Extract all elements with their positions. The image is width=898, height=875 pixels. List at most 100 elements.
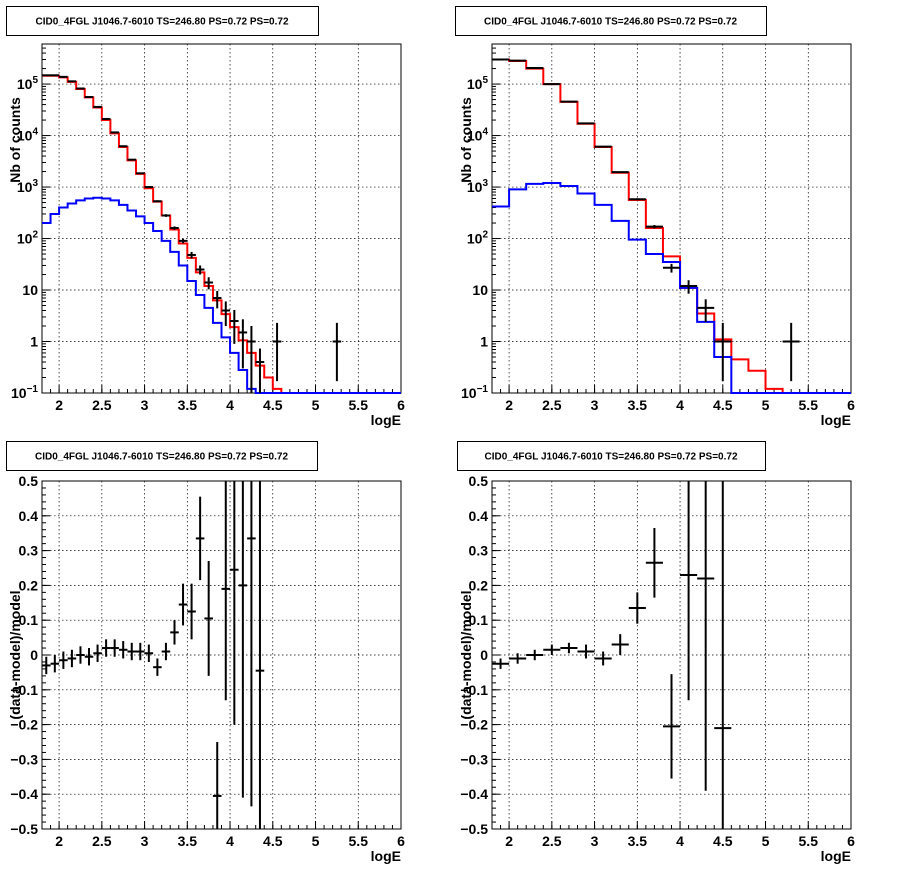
x-tick-label: 2 <box>505 833 513 849</box>
x-tick-label: 3 <box>591 397 599 413</box>
data-point <box>492 658 510 669</box>
x-tick-label: 6 <box>847 397 855 413</box>
data-point <box>272 322 282 382</box>
y-tick-label: 10−1 <box>11 384 38 401</box>
plot-frame <box>491 43 852 394</box>
series-line-blue <box>492 181 851 394</box>
data-point <box>144 186 154 189</box>
x-tick-label: 3.5 <box>178 397 198 413</box>
data-point <box>611 634 629 655</box>
data-point <box>680 280 698 294</box>
data-point <box>255 348 265 393</box>
y-tick-label: −0.2 <box>10 717 38 733</box>
data-point <box>204 277 213 290</box>
x-tick-label: 2.5 <box>92 833 112 849</box>
x-tick-label: 6 <box>397 397 405 413</box>
data-point <box>178 583 188 626</box>
x-tick-label: 4 <box>676 397 684 413</box>
plot-frame <box>41 480 402 830</box>
data-point <box>230 309 239 344</box>
y-tick-label: 0.5 <box>469 473 489 489</box>
data-point <box>59 651 68 669</box>
data-point <box>204 561 213 676</box>
data-point <box>238 319 248 369</box>
y-tick-label: −0.1 <box>460 682 488 698</box>
y-tick-label: −0.5 <box>10 821 38 837</box>
y-tick-label: 0.3 <box>19 543 39 559</box>
data-point <box>76 646 85 664</box>
series-line-red <box>42 74 401 394</box>
x-tick-label: 3.5 <box>628 397 648 413</box>
data-point <box>161 642 171 661</box>
x-tick-label: 2.5 <box>92 397 112 413</box>
x-tick-label: 3.5 <box>628 833 648 849</box>
data-point <box>161 214 171 217</box>
y-tick-label: −0.4 <box>10 786 38 802</box>
y-tick-label: 103 <box>467 178 489 195</box>
data-point <box>110 639 119 657</box>
x-tick-label: 3 <box>591 833 599 849</box>
plot-frame <box>41 43 402 394</box>
data-point <box>577 644 595 659</box>
x-tick-label: 2.5 <box>542 397 562 413</box>
data-point <box>170 226 179 230</box>
y-tick-label: 10−1 <box>461 384 488 401</box>
y-tick-label: −0.3 <box>460 751 488 767</box>
y-tick-label: 0 <box>480 647 488 663</box>
chart-title: CID0_4FGL J1046.7-6010 TS=246.80 PS=0.72… <box>35 17 288 28</box>
y-tick-label: 10 <box>22 282 38 298</box>
chart-panel-bottom-left: CID0_4FGL J1046.7-6010 TS=246.80 PS=0.72… <box>6 441 405 864</box>
y-tick-label: 102 <box>467 230 489 247</box>
chart-panel-bottom-right: CID0_4FGL J1046.7-6010 TS=246.80 PS=0.72… <box>457 441 855 864</box>
x-tick-label: 5 <box>762 833 770 849</box>
data-point <box>230 481 239 725</box>
data-point <box>195 496 205 581</box>
x-tick-label: 4.5 <box>263 833 283 849</box>
x-tick-label: 5 <box>312 397 320 413</box>
data-point <box>136 172 145 175</box>
chart-title-box <box>455 6 767 36</box>
data-point <box>238 481 248 798</box>
series-line-blue <box>42 196 401 394</box>
data-point <box>247 326 256 393</box>
chart-title: CID0_4FGL J1046.7-6010 TS=246.80 PS=0.72… <box>484 17 737 28</box>
data-point <box>153 658 162 676</box>
x-axis-title: logE <box>371 412 401 428</box>
data-point <box>628 198 646 201</box>
y-tick-label: −0.2 <box>460 717 488 733</box>
data-point <box>170 620 179 645</box>
chart-panel-top-left: CID0_4FGL J1046.7-6010 TS=246.80 PS=0.72… <box>6 6 405 428</box>
data-point <box>118 145 128 148</box>
data-point <box>526 649 544 661</box>
data-point <box>560 642 578 654</box>
data-point <box>628 592 646 624</box>
data-point <box>697 299 715 322</box>
data-point <box>509 653 527 664</box>
data-point <box>247 481 256 807</box>
data-point <box>84 648 94 666</box>
data-point <box>782 322 800 382</box>
x-tick-label: 5.5 <box>349 833 369 849</box>
y-tick-label: −0.3 <box>10 751 38 767</box>
y-tick-label: 104 <box>467 127 489 144</box>
y-tick-label: 0.4 <box>19 508 39 524</box>
x-tick-label: 4 <box>226 833 234 849</box>
x-tick-label: 5 <box>312 833 320 849</box>
data-point <box>221 301 231 327</box>
data-point <box>67 649 77 668</box>
y-tick-label: 104 <box>17 127 39 144</box>
y-tick-label: 102 <box>17 230 39 247</box>
x-tick-label: 5.5 <box>799 833 819 849</box>
data-point <box>543 644 561 655</box>
chart-panel-top-right: CID0_4FGL J1046.7-6010 TS=246.80 PS=0.72… <box>455 6 855 428</box>
data-point <box>212 290 222 309</box>
chart-title-box <box>6 6 319 36</box>
x-axis-title: logE <box>371 848 401 864</box>
y-tick-label: 0.2 <box>19 577 39 593</box>
y-tick-label: −0.5 <box>460 821 488 837</box>
chart-title: CID0_4FGL J1046.7-6010 TS=246.80 PS=0.72… <box>484 452 737 463</box>
y-tick-label: 103 <box>17 178 39 195</box>
data-point <box>50 655 60 673</box>
x-tick-label: 6 <box>397 833 405 849</box>
